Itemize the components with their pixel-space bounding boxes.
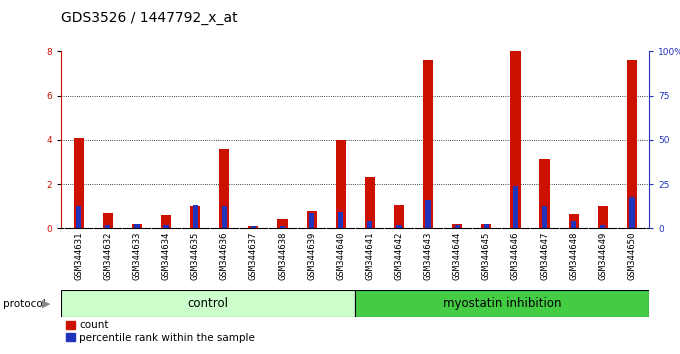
Bar <box>222 206 227 228</box>
Bar <box>513 186 518 228</box>
Text: GSM344649: GSM344649 <box>598 231 607 280</box>
Bar <box>542 206 547 228</box>
Bar <box>539 159 549 228</box>
Bar <box>251 226 256 228</box>
Bar <box>426 200 430 228</box>
Bar <box>132 224 142 228</box>
Bar <box>76 206 82 228</box>
Text: GSM344640: GSM344640 <box>336 231 345 280</box>
Bar <box>338 212 343 228</box>
Bar <box>277 219 288 228</box>
Bar <box>511 51 521 228</box>
Text: GSM344647: GSM344647 <box>540 231 549 280</box>
Text: GSM344633: GSM344633 <box>133 231 141 280</box>
Bar <box>103 213 113 228</box>
FancyBboxPatch shape <box>355 290 649 317</box>
Text: GSM344645: GSM344645 <box>482 231 491 280</box>
Bar <box>134 224 139 228</box>
Text: GSM344632: GSM344632 <box>103 231 112 280</box>
Bar <box>367 221 373 228</box>
Text: GSM344646: GSM344646 <box>511 231 520 280</box>
Legend: count, percentile rank within the sample: count, percentile rank within the sample <box>67 320 255 343</box>
Bar <box>248 226 258 228</box>
Bar <box>73 138 84 228</box>
Bar <box>483 224 489 228</box>
Bar <box>105 225 110 228</box>
Bar <box>163 225 169 228</box>
Bar <box>598 206 608 228</box>
Bar <box>161 215 171 228</box>
Bar <box>452 224 462 228</box>
Text: GSM344637: GSM344637 <box>249 231 258 280</box>
Bar <box>627 60 637 228</box>
Bar <box>423 60 433 228</box>
Text: GSM344639: GSM344639 <box>307 231 316 280</box>
Bar <box>309 213 314 228</box>
Bar <box>396 225 402 228</box>
Text: GSM344644: GSM344644 <box>453 231 462 280</box>
Bar <box>481 224 492 228</box>
Bar <box>568 214 579 228</box>
Text: GSM344642: GSM344642 <box>394 231 403 280</box>
Bar <box>307 211 317 228</box>
Text: GSM344648: GSM344648 <box>569 231 578 280</box>
Bar <box>600 225 605 228</box>
Bar <box>364 177 375 228</box>
Text: GDS3526 / 1447792_x_at: GDS3526 / 1447792_x_at <box>61 11 238 25</box>
Text: GSM344650: GSM344650 <box>628 231 636 280</box>
FancyBboxPatch shape <box>61 290 355 317</box>
Text: GSM344631: GSM344631 <box>74 231 83 280</box>
Bar <box>190 206 200 228</box>
Text: GSM344634: GSM344634 <box>162 231 171 280</box>
Text: protocol: protocol <box>3 298 46 309</box>
Text: control: control <box>188 297 228 310</box>
Bar <box>336 140 346 228</box>
Bar <box>394 205 404 228</box>
Bar <box>571 221 577 228</box>
Text: GSM344643: GSM344643 <box>424 231 432 280</box>
Bar <box>219 149 229 228</box>
Text: GSM344636: GSM344636 <box>220 231 228 280</box>
Text: GSM344635: GSM344635 <box>190 231 200 280</box>
Bar <box>192 205 198 228</box>
Bar <box>455 225 460 228</box>
Text: myostatin inhibition: myostatin inhibition <box>443 297 562 310</box>
Text: GSM344641: GSM344641 <box>365 231 375 280</box>
Bar <box>280 226 285 228</box>
Bar <box>629 198 634 228</box>
Text: ▶: ▶ <box>42 298 50 309</box>
Text: GSM344638: GSM344638 <box>278 231 287 280</box>
